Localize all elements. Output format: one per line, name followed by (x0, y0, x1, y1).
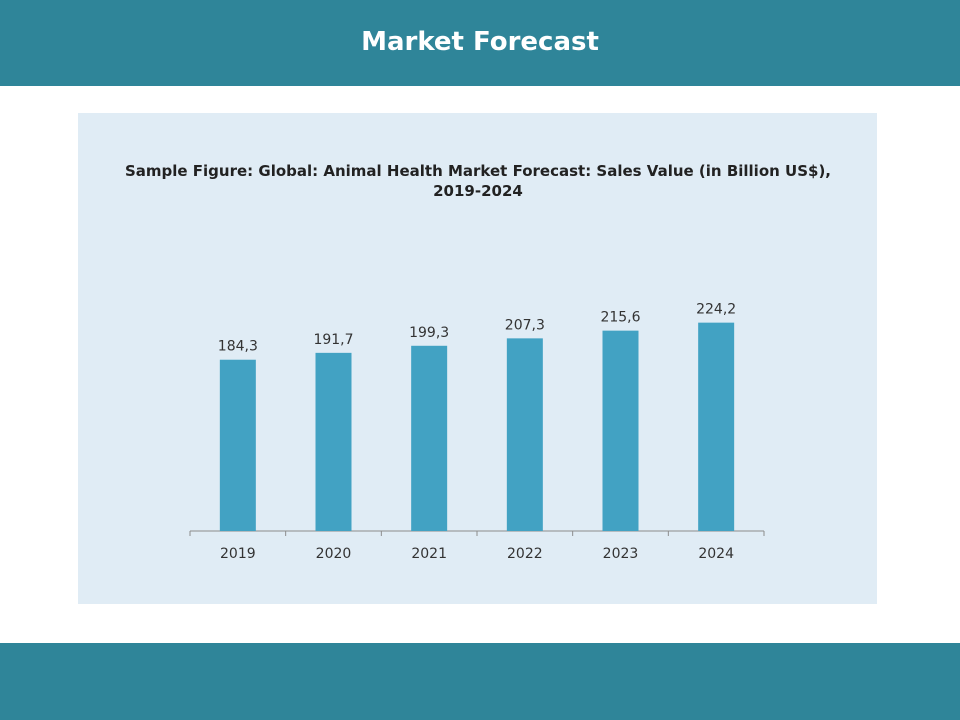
data-label-2023: 215,6 (600, 310, 640, 326)
page-title: Market Forecast (361, 27, 599, 57)
data-label-2020: 191,7 (313, 332, 353, 348)
bar-2020 (315, 352, 352, 531)
bar-2019 (219, 359, 256, 531)
chart-title: Sample Figure: Global: Animal Health Mar… (124, 162, 832, 200)
bar-2022 (506, 338, 543, 531)
bar-2023 (602, 330, 639, 531)
bar-2024 (698, 322, 735, 531)
chart-panel: Sample Figure: Global: Animal Health Mar… (78, 113, 877, 604)
data-label-2021: 199,3 (409, 325, 449, 341)
x-tick-label-2024: 2024 (698, 546, 734, 562)
x-tick-label-2019: 2019 (220, 546, 256, 562)
bar-chart: 184,3 2019 191,7 2020 199,3 2021 207,3 2022 215,… (189, 302, 765, 562)
data-label-2019: 184,3 (218, 339, 258, 355)
x-tick-label-2020: 2020 (316, 546, 352, 562)
bar-2021 (411, 345, 448, 531)
x-tick-label-2021: 2021 (411, 546, 447, 562)
header-band: Market Forecast (0, 0, 960, 86)
footer-band (0, 643, 960, 720)
x-tick-label-2022: 2022 (507, 546, 543, 562)
data-label-2022: 207,3 (505, 317, 545, 333)
data-label-2024: 224,2 (696, 302, 736, 318)
x-tick-label-2023: 2023 (603, 546, 639, 562)
